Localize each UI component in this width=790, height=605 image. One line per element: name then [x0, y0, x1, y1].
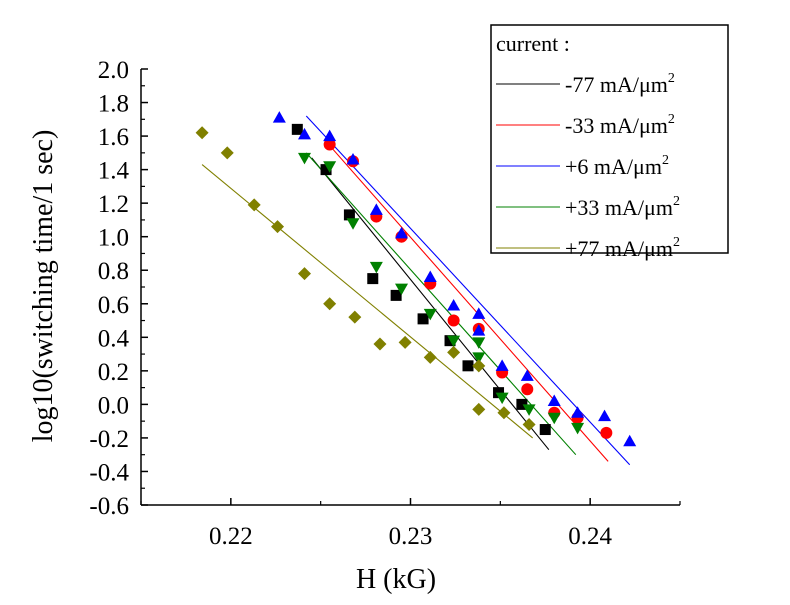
- fit-line: [305, 115, 631, 466]
- marker-square: [343, 209, 355, 221]
- marker-circle: [447, 314, 460, 327]
- x-tick-label: 0.23: [389, 523, 433, 550]
- x-tick-label: 0.22: [209, 523, 253, 550]
- fit-line: [305, 152, 577, 456]
- marker-triangle-up: [423, 270, 437, 282]
- legend-title: current :: [496, 31, 570, 56]
- fit-lines: [201, 115, 631, 466]
- marker-diamond: [447, 345, 461, 359]
- y-tick-label: 2.0: [98, 57, 129, 84]
- marker-triangle-up: [447, 298, 461, 311]
- y-tick-label: -0.4: [89, 459, 129, 486]
- marker-triangle-down: [495, 392, 509, 405]
- marker-triangle-up: [520, 369, 534, 381]
- marker-triangle-up: [495, 359, 509, 371]
- legend-label: -77 mA/μm2: [565, 71, 675, 97]
- marker-diamond: [323, 297, 337, 311]
- marker-square: [291, 123, 303, 135]
- marker-triangle-up: [323, 129, 337, 142]
- marker-triangle-up: [369, 203, 383, 215]
- tick-labels: 2.0 1.8 1.6 1.4 1.2 1.0 0.8 0.6 0.4 0.2 0.0 -0.2 -0.…: [89, 57, 612, 550]
- marker-diamond: [271, 220, 285, 234]
- marker-triangle-down: [472, 337, 486, 349]
- y-tick-label: 0.6: [98, 292, 129, 319]
- marker-circle: [600, 426, 613, 439]
- marker-triangle-up: [346, 153, 360, 165]
- legend-label: +77 mA/μm2: [565, 235, 680, 261]
- marker-square: [390, 289, 402, 301]
- marker-square: [320, 164, 332, 176]
- marker-diamond: [398, 335, 412, 349]
- y-tick-label: 1.6: [98, 124, 129, 151]
- marker-square: [462, 360, 474, 372]
- marker-triangle-down: [346, 218, 360, 230]
- legend: current : -77 mA/μm2 -33 mA/μm2 +6 mA/μm2 +…: [490, 24, 729, 261]
- marker-diamond: [195, 126, 209, 140]
- y-tick-label: 1.0: [98, 225, 129, 252]
- y-tick-label: -0.6: [89, 493, 129, 520]
- marker-diamond: [348, 310, 362, 324]
- marker-diamond: [522, 418, 536, 432]
- marker-triangle-down: [547, 412, 561, 425]
- marker-triangle-down: [297, 152, 311, 165]
- y-tick-label: 0.8: [98, 258, 129, 285]
- y-tick-label: 1.2: [98, 191, 129, 218]
- legend-label: -33 mA/μm2: [565, 112, 675, 138]
- marker-circle: [323, 138, 336, 151]
- marker-triangle-up: [598, 409, 612, 422]
- y-tick-label: -0.2: [89, 426, 129, 453]
- fit-line: [311, 157, 550, 451]
- marker-square: [367, 273, 379, 285]
- y-tick-label: 1.8: [98, 91, 129, 118]
- marker-triangle-up: [571, 406, 585, 418]
- marker-triangle-up: [297, 127, 311, 140]
- marker-triangle-up: [272, 111, 286, 123]
- marker-triangle-up: [395, 226, 409, 239]
- marker-triangle-up: [547, 394, 561, 407]
- marker-circle: [521, 383, 534, 396]
- y-tick-label: 0.4: [98, 325, 130, 352]
- marker-diamond: [220, 146, 234, 160]
- marker-square: [417, 313, 429, 325]
- marker-square: [516, 398, 528, 410]
- legend-box: [490, 24, 729, 254]
- marker-triangle-down: [447, 335, 461, 348]
- marker-triangle-down: [472, 352, 486, 364]
- marker-square: [493, 387, 505, 399]
- marker-diamond: [297, 267, 311, 281]
- marker-diamond: [373, 337, 387, 351]
- marker-diamond: [423, 350, 437, 364]
- marker-diamond: [472, 359, 486, 373]
- marker-diamond: [247, 198, 261, 212]
- marker-triangle-down: [323, 161, 337, 173]
- marker-triangle-down: [571, 422, 585, 435]
- data-markers: [195, 111, 637, 447]
- x-tick-label: 0.24: [568, 523, 612, 550]
- marker-triangle-down: [369, 261, 383, 274]
- axes: [140, 68, 681, 506]
- marker-triangle-up: [472, 324, 486, 336]
- y-tick-label: 1.4: [98, 158, 130, 185]
- marker-triangle-up: [623, 434, 637, 447]
- legend-entries: -77 mA/μm2 -33 mA/μm2 +6 mA/μm2 +33 mA/μm2 +…: [496, 71, 680, 261]
- marker-triangle-down: [423, 308, 437, 321]
- y-tick-label: 0.0: [98, 392, 129, 419]
- legend-label: +6 mA/μm2: [565, 153, 669, 179]
- marker-diamond: [497, 406, 511, 420]
- x-axis-label: H (kG): [356, 564, 436, 595]
- marker-triangle-down: [395, 283, 409, 296]
- marker-square: [539, 424, 551, 436]
- legend-label: +33 mA/μm2: [565, 194, 680, 220]
- marker-diamond: [472, 402, 486, 416]
- fit-line: [201, 164, 534, 439]
- marker-triangle-up: [472, 307, 486, 319]
- y-axis-label: log10(switching time/1 sec): [28, 130, 59, 443]
- marker-triangle-down: [522, 404, 536, 416]
- fit-line: [323, 139, 609, 462]
- y-tick-label: 0.2: [98, 359, 129, 386]
